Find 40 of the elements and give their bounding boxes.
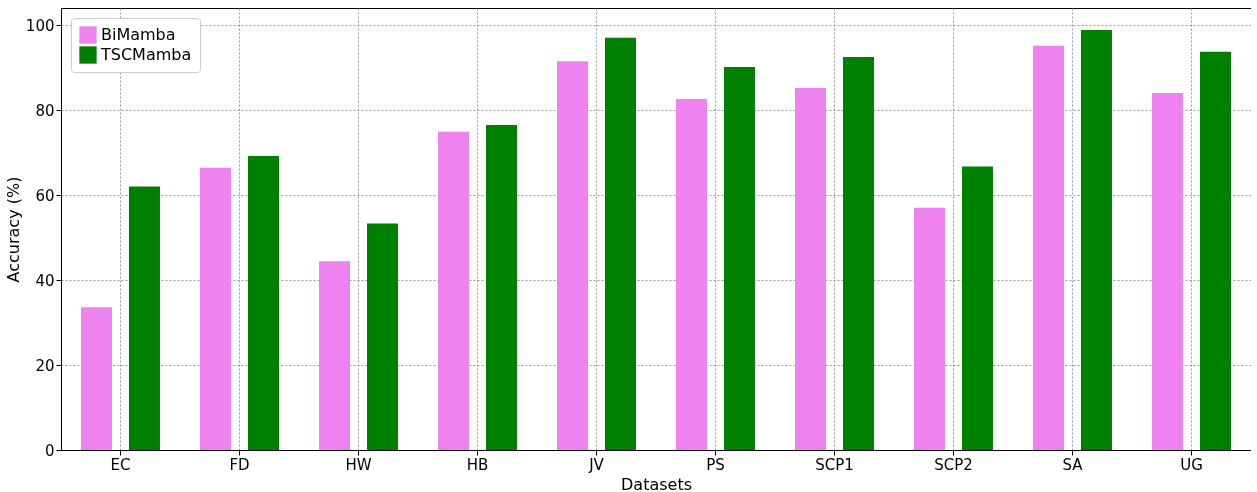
bar bbox=[604, 37, 636, 450]
y-tick-label: 40 bbox=[35, 271, 55, 290]
bar bbox=[1199, 51, 1231, 450]
bar bbox=[795, 87, 827, 450]
x-tick-label: EC bbox=[110, 455, 131, 474]
y-tick-label: 60 bbox=[35, 186, 55, 205]
bar bbox=[1033, 45, 1065, 450]
bar bbox=[961, 166, 993, 450]
bar bbox=[557, 61, 589, 450]
bar bbox=[319, 261, 351, 450]
y-tick-label: 0 bbox=[44, 441, 55, 460]
bar bbox=[247, 155, 279, 450]
bar bbox=[81, 307, 113, 450]
x-tick-label: SCP1 bbox=[815, 455, 854, 474]
x-axis-title: Datasets bbox=[621, 474, 692, 492]
bar bbox=[128, 186, 160, 450]
x-tick-label: HW bbox=[345, 455, 372, 474]
x-tick-label: UG bbox=[1180, 455, 1203, 474]
bar bbox=[438, 131, 470, 450]
bar bbox=[1080, 30, 1112, 450]
legend-label: TSCMamba bbox=[100, 45, 192, 64]
x-tick-label: SA bbox=[1062, 455, 1084, 474]
bar bbox=[200, 167, 232, 450]
bar bbox=[723, 67, 755, 450]
bar bbox=[842, 56, 874, 450]
x-tick-label: JV bbox=[588, 455, 605, 474]
y-tick-label: 80 bbox=[35, 101, 55, 120]
bar bbox=[676, 98, 708, 450]
x-tick-label: HB bbox=[466, 455, 489, 474]
bar bbox=[485, 124, 517, 450]
bar bbox=[914, 207, 946, 450]
legend-label: BiMamba bbox=[101, 25, 176, 44]
bar bbox=[366, 223, 398, 450]
y-tick-label: 100 bbox=[25, 16, 55, 35]
x-tick-label: PS bbox=[706, 455, 725, 474]
x-tick-label: SCP2 bbox=[934, 455, 973, 474]
bar bbox=[1152, 93, 1184, 450]
y-tick-label: 20 bbox=[35, 356, 55, 375]
y-axis-title: Accuracy (%) bbox=[3, 176, 23, 283]
x-tick-label: FD bbox=[229, 455, 250, 474]
